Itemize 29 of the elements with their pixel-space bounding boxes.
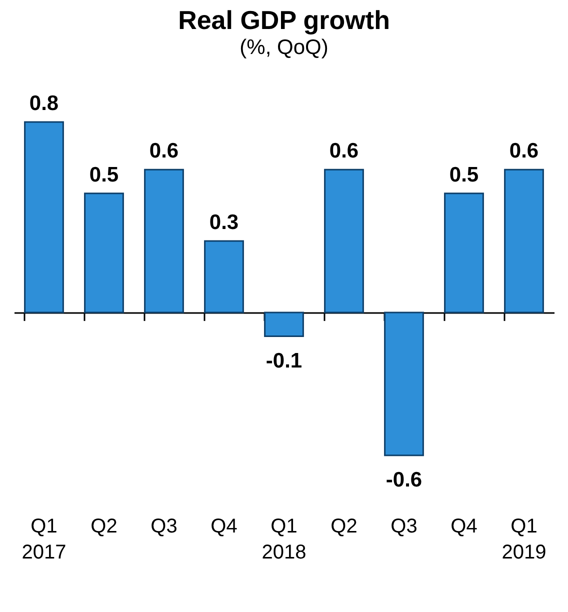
chart-title: Real GDP growth	[178, 5, 390, 35]
bar	[504, 168, 544, 314]
data-label: 0.8	[29, 92, 59, 115]
data-label: 0.6	[329, 140, 359, 163]
bar	[84, 192, 124, 314]
data-label: -0.6	[386, 468, 422, 492]
data-label: 0.6	[149, 140, 179, 163]
bar	[204, 240, 244, 314]
x-tick-label: Q1 2017	[22, 516, 66, 564]
x-tick-label: Q3	[390, 516, 418, 538]
bar	[384, 312, 424, 456]
x-tick-label: Q4	[210, 516, 238, 538]
x-tick-label: Q2	[330, 516, 358, 538]
bar	[264, 312, 304, 338]
data-label: 0.5	[449, 163, 479, 186]
data-label: 0.6	[509, 140, 539, 163]
x-tick-label: Q4	[450, 516, 478, 538]
x-tick-label: Q1 2019	[502, 516, 546, 564]
data-label: 0.5	[89, 163, 119, 186]
bar	[444, 192, 484, 314]
data-label: 0.3	[209, 211, 239, 234]
chart-subtitle: (%, QoQ)	[240, 36, 328, 59]
x-tick-label: Q3	[150, 516, 178, 538]
bar	[144, 168, 184, 314]
data-label: -0.1	[266, 349, 302, 372]
bar	[24, 121, 64, 314]
bar	[324, 168, 364, 314]
x-tick-label: Q2	[90, 516, 118, 538]
x-tick-label: Q1 2018	[262, 516, 306, 564]
